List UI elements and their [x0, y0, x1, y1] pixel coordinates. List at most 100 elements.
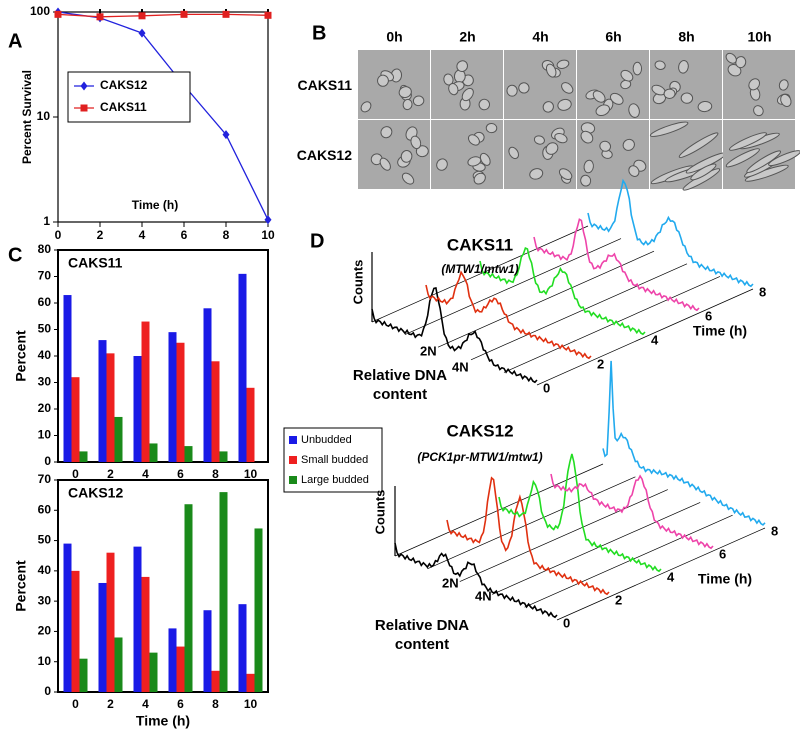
column-header: 2h — [459, 29, 475, 45]
y-tick-label: 0 — [44, 454, 51, 468]
time-label: Time (h) — [693, 323, 747, 339]
depth-grid-line — [394, 463, 604, 557]
time-tick-label: 2 — [597, 356, 604, 371]
y-tick-label: 10 — [38, 428, 52, 442]
cell — [467, 156, 482, 167]
bar — [219, 492, 228, 692]
column-header: 8h — [678, 29, 694, 45]
y-tick-label: 10 — [38, 654, 52, 668]
legend-swatch — [289, 456, 297, 464]
x-tick-label: 6 — [177, 697, 184, 711]
flow-subtitle: (MTW1/mtw1) — [441, 262, 518, 276]
x-tick-label: 0 — [55, 228, 62, 242]
legend-label: Large budded — [301, 474, 369, 486]
bar — [141, 321, 150, 462]
cell — [595, 104, 610, 117]
x-tick-label: 8 — [212, 467, 219, 481]
y-axis-label: Percent Survival — [20, 70, 34, 164]
depth-grid-line — [437, 250, 655, 348]
cell — [410, 135, 422, 150]
plot-frame — [57, 249, 269, 463]
depth-grid-line — [524, 514, 733, 608]
x-tick-label: 2 — [107, 467, 114, 481]
bar — [133, 356, 142, 462]
legend-label: Unbudded — [301, 434, 352, 446]
y-tick-label: 30 — [38, 375, 52, 389]
histogram-trace — [602, 360, 766, 526]
histogram-trace — [394, 542, 558, 619]
bar — [114, 637, 123, 692]
cell — [561, 82, 574, 94]
histogram-trace — [533, 218, 700, 312]
bar — [168, 332, 177, 462]
y-axis-label: Percent — [13, 560, 29, 612]
bar — [149, 652, 158, 692]
column-header: 4h — [532, 29, 548, 45]
time-tick-label: 6 — [705, 308, 712, 323]
bar — [176, 646, 185, 692]
bar — [176, 342, 185, 462]
y-tick-label: 10 — [37, 109, 51, 123]
bar — [63, 295, 72, 462]
cell — [622, 138, 635, 151]
flow-subtitle: (PCK1pr-MTW1/mtw1) — [417, 450, 542, 464]
cell — [485, 122, 498, 134]
histogram-trace — [550, 473, 714, 550]
cell — [360, 101, 372, 113]
panel-label: D — [310, 230, 324, 252]
bar — [184, 446, 193, 462]
legend-swatch — [289, 476, 297, 484]
row-label: CAKS11 — [298, 77, 353, 93]
bar — [203, 308, 212, 462]
bar — [184, 504, 193, 692]
point — [180, 10, 188, 18]
x-tick-label: 0 — [72, 697, 79, 711]
cell — [580, 130, 594, 144]
point — [222, 130, 230, 140]
cell — [401, 172, 415, 185]
depth-grid-line — [536, 288, 754, 386]
cell — [545, 142, 559, 155]
cell — [415, 145, 429, 158]
cell — [780, 93, 792, 107]
histogram-trace — [498, 453, 662, 573]
bar — [71, 377, 80, 462]
y-tick-label: 20 — [38, 624, 52, 638]
peak-label: 2N — [420, 343, 437, 358]
dna-label: Relative DNA — [375, 617, 469, 634]
bar — [106, 353, 115, 462]
x-tick-label: 4 — [142, 697, 149, 711]
bar — [98, 582, 107, 692]
bar — [98, 340, 107, 462]
bar — [246, 673, 255, 692]
x-tick-label: 10 — [244, 467, 258, 481]
dna-label: content — [373, 386, 427, 403]
cell — [599, 140, 612, 152]
legend-box — [283, 427, 383, 493]
cell — [554, 132, 568, 144]
y-tick-label: 70 — [38, 269, 52, 283]
y-axis-label: Percent — [13, 330, 29, 382]
histogram-trace — [479, 247, 646, 336]
y-tick-label: 60 — [38, 295, 52, 309]
time-tick-label: 4 — [667, 569, 675, 584]
cell — [609, 92, 624, 105]
panel-label: C — [8, 244, 22, 266]
x-tick-label: 6 — [181, 228, 188, 242]
point — [96, 13, 104, 21]
cell — [478, 98, 491, 111]
legend-label: CAKS12 — [100, 78, 148, 92]
bar — [63, 543, 72, 692]
cell — [529, 168, 544, 180]
time-tick-label: 0 — [563, 615, 570, 630]
point — [138, 28, 146, 38]
cell — [725, 148, 760, 168]
y-tick-label: 80 — [38, 242, 52, 256]
bar — [141, 576, 150, 692]
y-tick-label: 40 — [38, 563, 52, 577]
bar — [219, 451, 228, 462]
cell — [467, 134, 480, 146]
y-tick-label: 50 — [38, 322, 52, 336]
cell — [508, 146, 520, 160]
x-tick-label: 2 — [107, 697, 114, 711]
